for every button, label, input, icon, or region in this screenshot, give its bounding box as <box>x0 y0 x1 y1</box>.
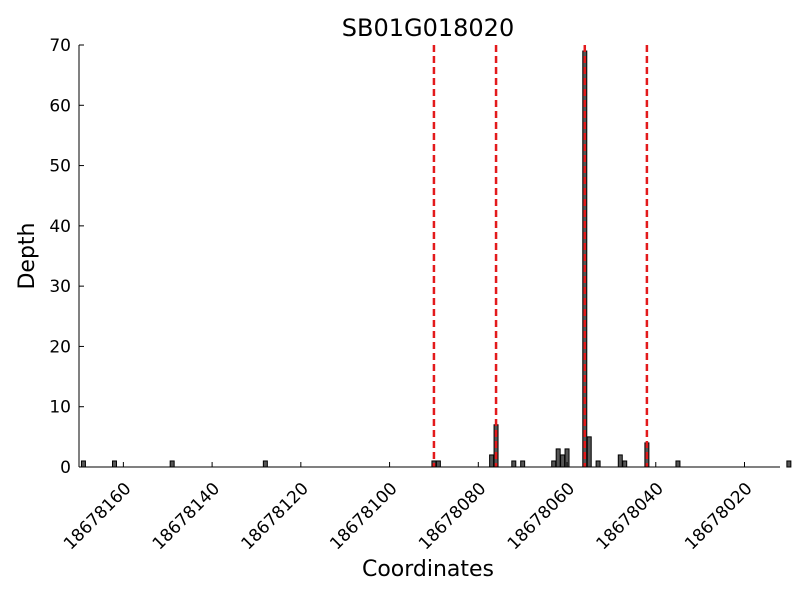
depth-bar <box>112 460 117 468</box>
y-tick-label: 0 <box>60 458 71 478</box>
x-tick-label: 18678040 <box>592 479 667 554</box>
depth-bar <box>520 460 526 468</box>
x-tick-label: 18678100 <box>326 479 401 554</box>
y-axis-label: Depth <box>15 222 40 289</box>
depth-bar <box>617 454 623 468</box>
y-ticks: 0 10 20 30 40 50 60 70 <box>49 36 84 478</box>
x-tick-label: 18678020 <box>681 479 756 554</box>
y-tick-label: 30 <box>49 277 71 297</box>
y-tick-label: 50 <box>49 157 71 177</box>
axes-frame <box>78 45 780 468</box>
depth-bar <box>555 448 561 468</box>
vlines-layer <box>432 45 649 467</box>
depth-bar <box>675 460 681 468</box>
depth-bar <box>435 460 441 468</box>
x-tick-label: 18678080 <box>415 479 490 554</box>
depth-bar <box>786 460 792 468</box>
depth-bar <box>560 454 566 468</box>
x-axis-label: Coordinates <box>362 557 494 582</box>
y-tick-label: 40 <box>49 217 71 237</box>
x-tick-label: 18678160 <box>60 479 135 554</box>
depth-bar <box>489 454 495 468</box>
y-tick-label: 10 <box>49 398 71 418</box>
y-tick-label: 20 <box>49 337 71 357</box>
depth-bar <box>169 460 175 468</box>
y-tick-label: 70 <box>49 36 71 56</box>
bars-layer <box>80 50 792 468</box>
x-tick-label: 18678120 <box>238 479 313 554</box>
depth-bar <box>595 460 601 468</box>
depth-bar <box>262 460 268 468</box>
depth-bar <box>511 460 517 468</box>
x-ticks: 18678160 18678140 18678120 18678100 18678080… <box>60 462 757 554</box>
depth-bar <box>586 436 592 468</box>
plot-area: 0 10 20 30 40 50 60 70 18678160 18678140 18678120… <box>49 36 792 554</box>
y-tick-label: 60 <box>49 96 71 116</box>
depth-bar <box>80 460 86 468</box>
x-tick-label: 18678060 <box>504 479 579 554</box>
chart-title: SB01G018020 <box>342 14 514 42</box>
depth-bar <box>622 460 628 468</box>
x-tick-label: 18678140 <box>149 479 224 554</box>
depth-bar <box>551 460 557 468</box>
